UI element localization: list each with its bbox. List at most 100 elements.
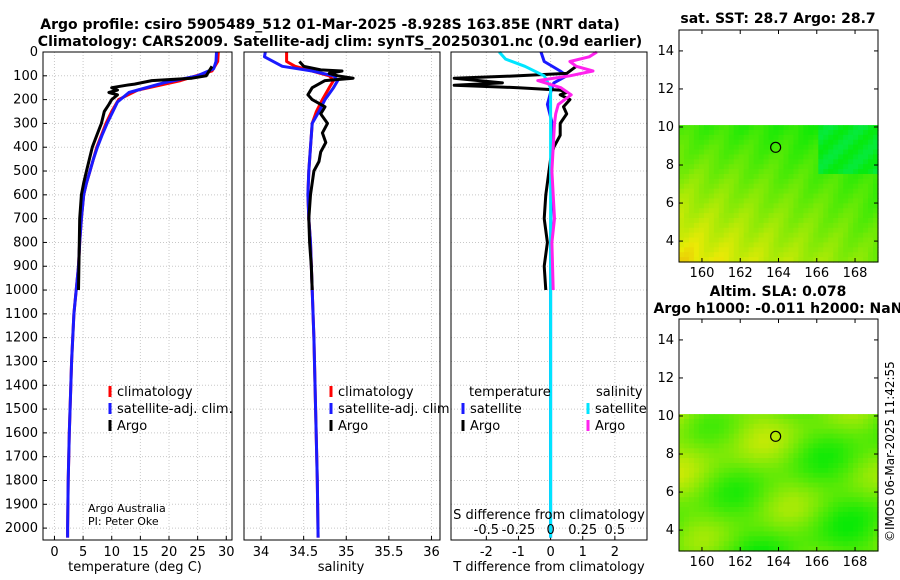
heatmap-cell (703, 159, 710, 165)
heatmap-cell (733, 193, 740, 200)
heatmap-cell (833, 149, 839, 156)
heatmap-cell (838, 487, 844, 493)
heatmap-cell (818, 203, 824, 209)
x-tick-label: 35 (338, 545, 355, 560)
heatmap-cell (683, 467, 690, 474)
heatmap-cell (708, 198, 715, 204)
heatmap-cell (718, 252, 725, 258)
heatmap-cell (783, 149, 790, 156)
heatmap-cell (688, 487, 695, 493)
temperature-profile-panel: 0 5 10 15 20 25 300100200300400500600700800900… (5, 45, 235, 560)
heatmap-cell (693, 252, 700, 258)
heatmap-cell (733, 458, 740, 464)
heatmap-cell (863, 252, 869, 258)
heatmap-cell (743, 159, 750, 165)
heatmap-cell (783, 458, 790, 464)
heatmap-cell (708, 159, 715, 165)
heatmap-cell (679, 521, 685, 528)
heatmap-cell (813, 203, 819, 209)
heatmap-cell (778, 139, 785, 146)
heatmap-cell (693, 173, 700, 180)
heatmap-cell (808, 213, 814, 219)
heatmap-cell (708, 541, 715, 547)
heatmap-cell (683, 247, 690, 253)
heatmap-cell (743, 428, 750, 435)
heatmap-cell (748, 125, 755, 131)
heatmap-cell (763, 242, 770, 248)
heatmap-cell (803, 252, 809, 258)
heatmap-cell (743, 492, 750, 498)
heatmap-cell (818, 198, 824, 204)
heatmap-cell (853, 482, 859, 489)
heatmap-cell (868, 467, 874, 474)
heatmap-cell (798, 193, 804, 200)
heatmap-cell (698, 477, 705, 484)
heatmap-cell (868, 129, 874, 136)
heatmap-cell (693, 178, 700, 185)
heatmap-cell (798, 506, 804, 513)
heatmap-cell (758, 257, 765, 263)
heatmap-cell (798, 178, 804, 185)
heatmap-cell (853, 169, 859, 175)
heatmap-cell (818, 423, 824, 430)
heatmap-cell (803, 458, 809, 464)
heatmap-cell (778, 531, 785, 537)
heatmap-cell (808, 232, 814, 239)
heatmap-cell (863, 423, 869, 430)
heatmap-cell (763, 227, 770, 234)
heatmap-cell (843, 477, 849, 484)
heatmap-cell (818, 144, 824, 151)
y-tick-label: 600 (13, 188, 38, 203)
heatmap-cell (698, 536, 705, 542)
heatmap-cell (838, 516, 844, 523)
heatmap-cell (688, 169, 695, 175)
y-tick-label: 800 (13, 235, 38, 250)
heatmap-cell (823, 502, 829, 508)
heatmap-cell (863, 516, 869, 523)
heatmap-cell (813, 541, 819, 547)
heatmap-cell (798, 433, 804, 440)
heatmap-cell (743, 188, 750, 195)
heatmap-cell (808, 492, 814, 498)
heatmap-cell (853, 144, 859, 151)
heatmap-cell (679, 477, 685, 484)
heatmap-cell (833, 506, 839, 513)
heatmap-cell (828, 467, 834, 474)
heatmap-cell (848, 213, 854, 219)
heatmap-cell (733, 178, 740, 185)
heatmap-cell (828, 428, 834, 435)
x-tick-label: 164 (766, 266, 791, 281)
heatmap-cell (838, 149, 844, 156)
heatmap-cell (683, 213, 690, 219)
x-tick-label: 5 (79, 545, 87, 560)
heatmap-cell (698, 438, 705, 445)
heatmap-cell (843, 531, 849, 537)
heatmap-cell (773, 546, 780, 552)
title-line-2: Climatology: CARS2009. Satellite-adj cli… (38, 34, 642, 50)
heatmap-cell (833, 511, 839, 518)
heatmap-cell (803, 125, 809, 131)
heatmap-cell (773, 227, 780, 234)
heatmap-cell (688, 247, 695, 253)
heatmap-cell (748, 183, 755, 190)
heatmap-cell (738, 154, 745, 160)
heatmap-cell (783, 502, 790, 508)
heatmap-cell (783, 521, 790, 528)
heatmap-cell (679, 154, 685, 160)
heatmap-cell (748, 139, 755, 146)
heatmap-cell (873, 541, 879, 547)
heatmap-cell (693, 516, 700, 523)
heatmap-cell (783, 188, 790, 195)
heatmap-cell (679, 516, 685, 523)
heatmap-cell (823, 541, 829, 547)
heatmap-cell (763, 448, 770, 454)
legend-label: satellite-adj. clim. (117, 402, 233, 417)
heatmap-cell (743, 438, 750, 445)
heatmap-cell (753, 173, 760, 180)
heatmap-cell (698, 208, 705, 214)
heatmap-cell (718, 257, 725, 263)
heatmap-cell (748, 222, 755, 229)
heatmap-cell (858, 531, 864, 537)
heatmap-cell (743, 217, 750, 224)
heatmap-cell (848, 433, 854, 440)
